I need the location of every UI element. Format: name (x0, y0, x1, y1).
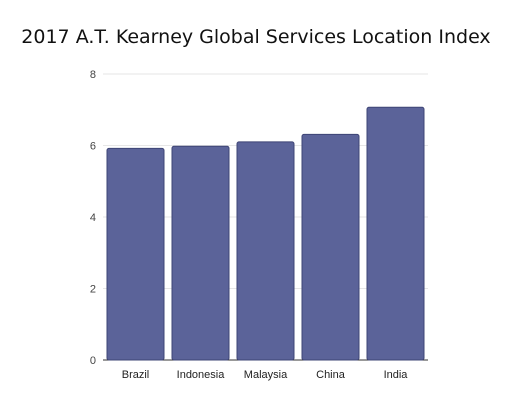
y-tick-label-2: 2 (90, 284, 96, 296)
bar-china (301, 133, 360, 361)
x-tick-label-malaysia: Malaysia (244, 369, 288, 381)
y-tick-label-6: 6 (90, 141, 96, 153)
bar-indonesia (171, 145, 230, 361)
x-tick-label-china: China (316, 369, 346, 381)
bar-india (366, 106, 425, 361)
label-layer: 0 2 4 6 8 Brazil Indonesia Malaysia China India (90, 69, 408, 381)
x-tick-label-brazil: Brazil (122, 369, 150, 381)
y-tick-label-0: 0 (90, 355, 96, 367)
y-tick-label-8: 8 (90, 69, 96, 81)
bar-layer (106, 106, 425, 361)
bar-brazil (106, 147, 165, 361)
y-tick-label-4: 4 (90, 212, 96, 224)
chart-title: 2017 A.T. Kearney Global Services Locati… (21, 26, 491, 48)
x-tick-label-india: India (384, 369, 409, 381)
x-tick-label-indonesia: Indonesia (177, 369, 226, 381)
bar-malaysia (236, 141, 295, 361)
